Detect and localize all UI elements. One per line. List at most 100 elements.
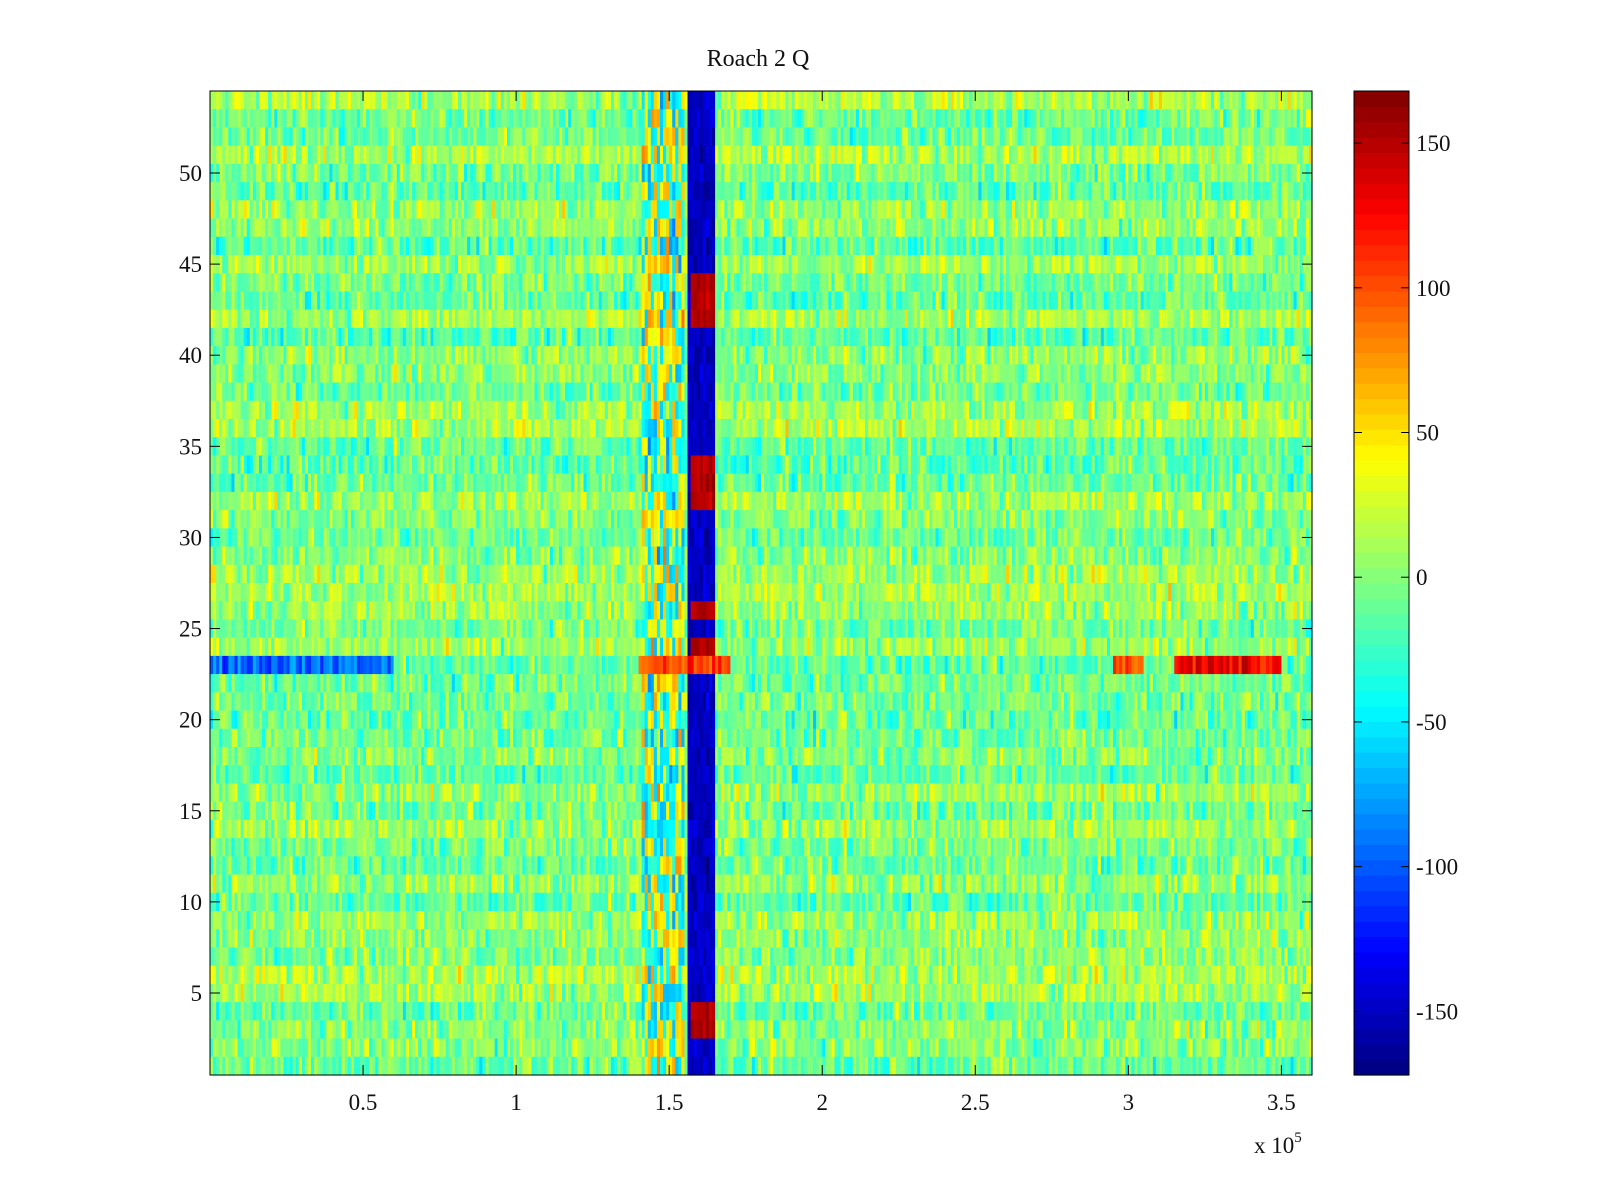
heatmap-cell	[981, 255, 986, 274]
heatmap-cell	[684, 91, 689, 110]
heatmap-cell	[659, 145, 664, 165]
heatmap-cell	[387, 163, 392, 183]
heatmap-cell	[1149, 200, 1154, 220]
heatmap-cell	[1232, 145, 1237, 165]
heatmap-cell	[216, 236, 220, 256]
heatmap-cell	[641, 145, 646, 165]
heatmap-cell	[1122, 109, 1126, 129]
heatmap-cell	[543, 109, 548, 129]
heatmap-cell	[846, 218, 851, 238]
heatmap-cell	[240, 182, 245, 201]
heatmap-cell	[1256, 145, 1261, 165]
heatmap-cell	[947, 255, 952, 274]
heatmap-cell	[1128, 145, 1132, 165]
heatmap-cell	[412, 218, 416, 238]
heatmap-cell	[782, 109, 787, 129]
heatmap-cell	[479, 109, 484, 129]
heatmap-cell	[470, 218, 474, 238]
heatmap-cell	[690, 200, 695, 220]
heatmap-cell	[485, 236, 490, 256]
heatmap-cell	[1290, 200, 1295, 220]
heatmap-cell	[917, 145, 921, 165]
heatmap-cell	[304, 218, 309, 238]
heatmap-cell	[1195, 91, 1200, 110]
heatmap-cell	[292, 109, 297, 129]
heatmap-cell	[338, 255, 343, 274]
heatmap-cell	[1183, 145, 1188, 165]
heatmap-cell	[1036, 109, 1041, 129]
heatmap-cell	[338, 163, 343, 183]
heatmap-cell	[932, 91, 937, 110]
heatmap-cell	[503, 255, 508, 274]
heatmap-cell	[292, 236, 297, 256]
heatmap-cell	[764, 218, 768, 238]
heatmap-cell	[311, 127, 315, 147]
heatmap-cell	[938, 145, 943, 165]
heatmap-cell	[1134, 109, 1139, 129]
heatmap-cell	[467, 218, 471, 238]
heatmap-cell	[1266, 218, 1270, 238]
heatmap-cell	[776, 200, 780, 220]
heatmap-cell	[372, 218, 376, 238]
heatmap-cell	[935, 236, 940, 256]
heatmap-cell	[617, 200, 621, 220]
heatmap-cell	[1048, 182, 1053, 201]
heatmap-cell	[222, 127, 226, 147]
heatmap-cell	[715, 127, 719, 147]
heatmap-cell	[335, 236, 340, 256]
heatmap-cell	[1244, 200, 1249, 220]
heatmap-cell	[690, 255, 695, 274]
heatmap-cell	[653, 109, 658, 129]
heatmap-cell	[271, 109, 275, 129]
heatmap-cell	[1024, 91, 1028, 110]
heatmap-cell	[586, 109, 591, 129]
heatmap-cell	[586, 127, 591, 147]
heatmap-cell	[583, 91, 588, 110]
heatmap-cell	[1281, 91, 1286, 110]
heatmap-cell	[445, 200, 450, 220]
heatmap-cell	[1269, 163, 1273, 183]
heatmap-cell	[733, 109, 738, 129]
heatmap-cell	[923, 182, 927, 201]
heatmap-cell	[975, 182, 979, 201]
heatmap-cell	[1217, 163, 1221, 183]
heatmap-cell	[589, 218, 594, 238]
heatmap-cell	[555, 255, 560, 274]
heatmap-cell	[785, 109, 790, 129]
heatmap-cell	[855, 127, 860, 147]
heatmap-cell	[1241, 91, 1246, 110]
heatmap-cell	[418, 182, 422, 201]
heatmap-cell	[1287, 163, 1292, 183]
heatmap-cell	[1036, 91, 1041, 110]
heatmap-cell	[1235, 91, 1240, 110]
heatmap-cell	[858, 218, 863, 238]
heatmap-cell	[892, 109, 897, 129]
heatmap-cell	[1070, 145, 1074, 165]
heatmap-cell	[981, 163, 986, 183]
heatmap-cell	[984, 200, 989, 220]
heatmap-cell	[210, 200, 214, 220]
heatmap-cell	[858, 109, 863, 129]
heatmap-cell	[641, 236, 646, 256]
heatmap-cell	[996, 109, 1001, 129]
heatmap-cell	[969, 255, 973, 274]
heatmap-cell	[430, 163, 435, 183]
heatmap-cell	[650, 145, 655, 165]
heatmap-cell	[659, 91, 664, 110]
heatmap-cell	[467, 145, 471, 165]
heatmap-cell	[592, 236, 597, 256]
heatmap-cell	[1186, 200, 1191, 220]
heatmap-cell	[1067, 218, 1071, 238]
heatmap-cell	[439, 200, 444, 220]
heatmap-cell	[534, 218, 539, 238]
heatmap-cell	[562, 218, 566, 238]
heatmap-cell	[1235, 182, 1240, 201]
heatmap-cell	[1284, 145, 1289, 165]
heatmap-cell	[491, 200, 496, 220]
heatmap-cell	[1284, 91, 1289, 110]
heatmap-cell	[907, 163, 912, 183]
heatmap-cell	[1045, 91, 1050, 110]
heatmap-cell	[981, 109, 986, 129]
heatmap-cell	[1060, 91, 1065, 110]
heatmap-cell	[914, 127, 918, 147]
